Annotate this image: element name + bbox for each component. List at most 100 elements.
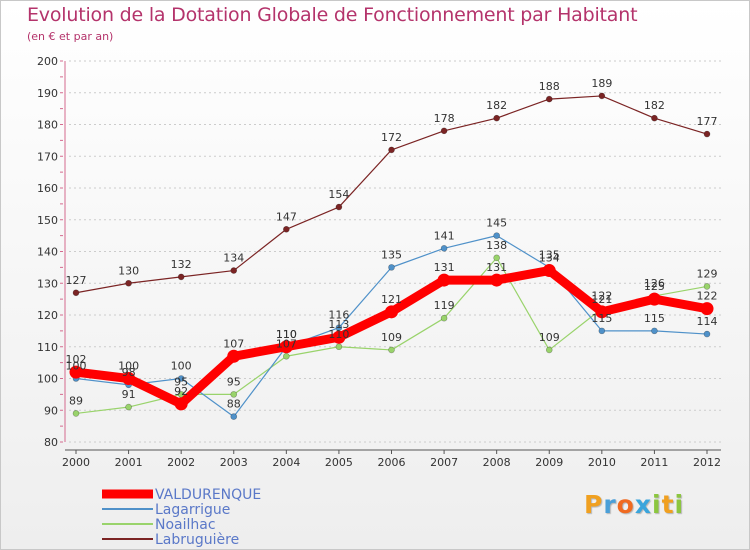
legend-label: VALDURENQUE [155, 487, 261, 503]
data-label: 115 [591, 312, 612, 325]
data-point [647, 292, 661, 306]
data-point [700, 302, 714, 316]
data-label: 145 [486, 217, 507, 230]
y-tick-label: 150 [37, 214, 58, 227]
data-label: 119 [434, 299, 455, 312]
data-label: 178 [434, 112, 455, 125]
x-tick-label: 2005 [325, 456, 353, 469]
y-tick-label: 190 [37, 87, 58, 100]
data-point [227, 349, 241, 363]
data-label: 126 [644, 277, 665, 290]
data-label: 130 [118, 264, 139, 277]
data-point [440, 245, 448, 252]
data-label: 188 [539, 80, 560, 93]
data-label: 109 [381, 331, 402, 344]
data-point [177, 375, 185, 382]
x-tick-label: 2012 [693, 456, 721, 469]
data-point [651, 327, 658, 335]
data-label: 141 [434, 229, 455, 242]
data-label: 182 [486, 99, 507, 112]
y-tick-label: 160 [37, 182, 58, 195]
data-point [703, 283, 711, 290]
data-point [283, 225, 290, 233]
legend-label: Labruguière [155, 532, 239, 548]
data-point [177, 273, 185, 281]
data-label: 95 [174, 375, 188, 388]
data-label: 110 [328, 328, 349, 341]
data-label: 135 [539, 248, 560, 261]
legend-label: Noailhac [155, 517, 216, 533]
data-point [174, 397, 188, 411]
data-label: 121 [381, 293, 402, 306]
data-label: 138 [486, 239, 507, 252]
chart-title: Evolution de la Dotation Globale de Fonc… [27, 4, 638, 26]
data-point [598, 327, 606, 335]
grid [69, 60, 721, 443]
data-point [545, 95, 553, 103]
data-point [125, 403, 132, 411]
data-point [230, 413, 238, 420]
data-point [230, 267, 238, 274]
logo-letter: o [616, 490, 635, 519]
data-label: 98 [122, 366, 136, 379]
data-point [125, 279, 132, 287]
data-point [279, 340, 293, 354]
y-tick-label: 90 [44, 404, 58, 417]
data-point [651, 114, 658, 122]
data-point [283, 352, 290, 360]
data-label: 95 [227, 375, 241, 388]
x-tick-label: 2011 [640, 456, 668, 469]
data-label: 107 [276, 337, 297, 350]
data-point [335, 203, 343, 211]
data-point [230, 391, 238, 398]
x-tick-label: 2009 [535, 456, 563, 469]
data-point [598, 92, 606, 100]
data-label: 131 [434, 261, 455, 274]
chart-subtitle: (en € et par an) [27, 30, 114, 43]
x-tick-label: 2002 [167, 456, 195, 469]
x-tick-label: 2007 [430, 456, 458, 469]
logo-letter: r [603, 490, 617, 519]
proxiti-logo: Proxiti [584, 490, 684, 519]
x-tick-label: 2000 [62, 456, 90, 469]
axes: 80 90 100 110 120 130 140 150 160 170 180 190 200 200… [37, 55, 721, 469]
y-tick-label: 180 [37, 119, 58, 132]
series-layer [69, 92, 714, 420]
data-point [490, 273, 504, 287]
data-point [388, 264, 395, 271]
data-point [69, 365, 83, 379]
data-label: 116 [328, 309, 349, 322]
y-tick-label: 130 [37, 277, 58, 290]
data-label: 122 [697, 290, 718, 303]
data-label: 88 [227, 398, 241, 411]
data-point [545, 346, 553, 354]
logo-letter: i [652, 490, 662, 519]
y-tick-label: 120 [37, 309, 58, 322]
data-point [493, 232, 500, 239]
x-tick-label: 2001 [115, 456, 143, 469]
data-point [72, 289, 80, 297]
data-label: 132 [171, 258, 192, 271]
data-label: 131 [486, 261, 507, 274]
data-point [440, 127, 448, 135]
data-point [335, 324, 343, 332]
x-tick-label: 2010 [588, 456, 616, 469]
y-tick-label: 170 [37, 150, 58, 163]
data-label: 121 [591, 293, 612, 306]
data-point [703, 130, 711, 138]
data-label: 129 [697, 267, 718, 280]
data-label: 147 [276, 210, 297, 223]
data-point [493, 254, 500, 262]
data-label: 189 [591, 77, 612, 90]
data-point [335, 343, 343, 351]
y-tick-label: 100 [37, 373, 58, 386]
data-label: 172 [381, 131, 402, 144]
data-point [72, 410, 80, 417]
data-label: 134 [539, 252, 560, 265]
data-label: 100 [66, 360, 87, 373]
data-point [388, 146, 395, 154]
data-label: 182 [644, 99, 665, 112]
